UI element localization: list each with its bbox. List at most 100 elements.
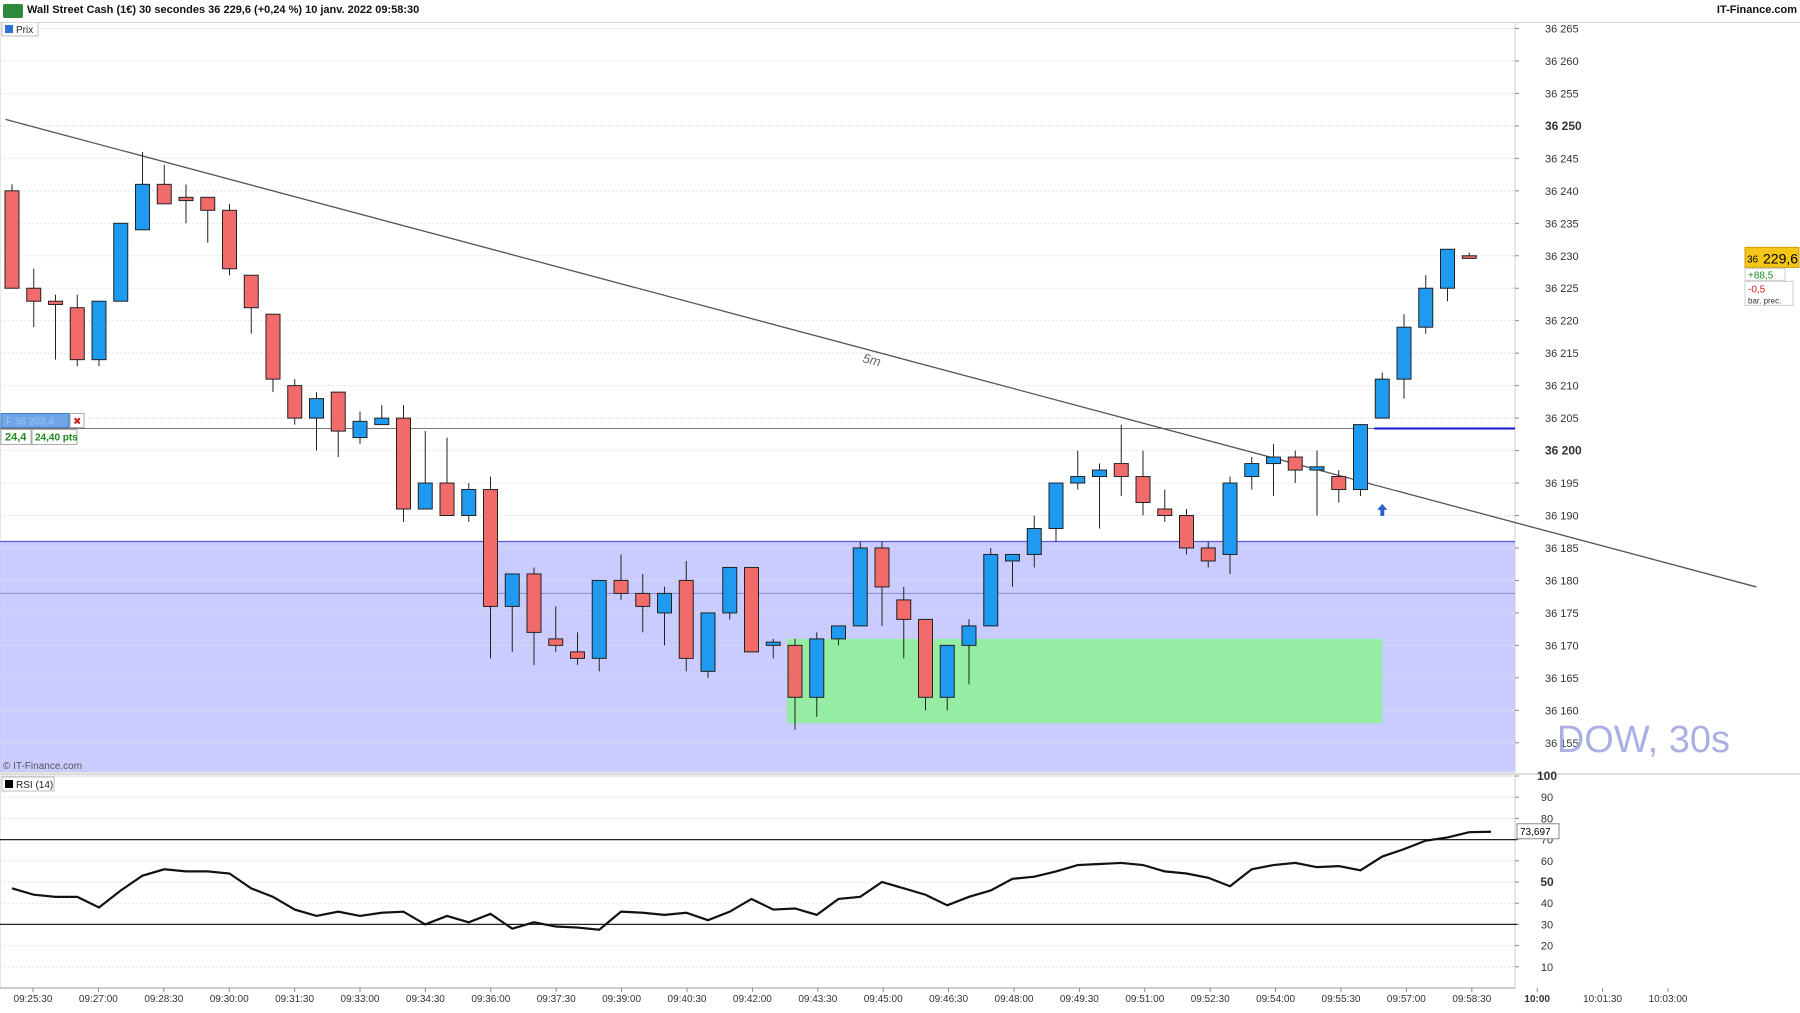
last-price-prefix: 36	[1747, 254, 1759, 265]
price-tick-label: 36 250	[1545, 119, 1582, 133]
candle-body	[1113, 463, 1129, 478]
order-value: 24,4	[5, 431, 27, 443]
price-tick-label: 36 190	[1545, 511, 1579, 523]
candle-body	[635, 592, 651, 607]
price-tick-label: 36 200	[1545, 444, 1582, 458]
candle-body	[352, 420, 368, 439]
up-arrow-icon	[1377, 503, 1388, 516]
candle-body	[657, 592, 672, 614]
trendline	[5, 118, 1757, 588]
price-tick-label: 36 235	[1545, 218, 1579, 230]
candle-body	[287, 385, 303, 419]
candle-body	[330, 391, 346, 432]
title-bar: Wall Street Cash (1€) 30 secondes 36 229…	[0, 0, 1800, 23]
prev-bar-box	[1744, 280, 1794, 306]
time-tick-label: 09:33:00	[341, 994, 380, 1005]
candle-body	[918, 618, 933, 698]
order-close-button[interactable]	[69, 412, 85, 428]
candle-body	[1135, 476, 1151, 504]
time-tick-label: 09:36:00	[471, 994, 510, 1005]
price-panel: 36 155 36 160 36 165 36 170 36 175 36 180 36 1…	[0, 21, 1800, 773]
price-tick-label: 36 170	[1545, 640, 1579, 652]
candle-body	[1244, 463, 1260, 478]
candle-body	[309, 398, 324, 419]
price-tick-label: 36 230	[1545, 251, 1579, 263]
time-tick-label: 09:28:30	[144, 994, 183, 1005]
close-icon: ✖	[73, 416, 81, 427]
green-zone	[787, 638, 1383, 724]
time-tick-label: 09:54:00	[1256, 994, 1295, 1005]
candle-body	[613, 579, 629, 594]
time-tick-label: 09:34:30	[406, 994, 445, 1005]
order-value-box	[0, 428, 32, 445]
order-points: 24,40 pts	[35, 432, 78, 443]
change-box	[1744, 267, 1786, 281]
price-tick-label: 36 215	[1545, 348, 1579, 360]
time-tick-label: 09:43:30	[798, 994, 837, 1005]
price-tick-label: 36 210	[1545, 381, 1579, 393]
rsi-line	[11, 830, 1492, 931]
candle-body	[504, 573, 520, 607]
candle-body	[765, 641, 781, 646]
candle-body	[570, 651, 585, 659]
candle-body	[1418, 287, 1434, 328]
it-finance-logo	[3, 4, 23, 18]
candle-body	[69, 307, 85, 361]
rsi-legend-box	[1, 776, 55, 792]
rsi-tick-label: 100	[1537, 769, 1557, 783]
candle-body	[396, 417, 411, 510]
trendline-label: 5m	[861, 350, 882, 369]
watermark: DOW, 30s	[1557, 719, 1730, 761]
rsi-tick-label: 90	[1541, 792, 1553, 804]
change-prev-note: bar. prec.	[1748, 296, 1781, 305]
candle-body	[1005, 553, 1020, 562]
candle-body	[983, 553, 999, 627]
price-tick-label: 36 240	[1545, 186, 1579, 198]
time-tick-label: 09:39:00	[602, 994, 641, 1005]
candle-body	[222, 209, 237, 270]
price-tick-label: 36 265	[1545, 23, 1579, 35]
rsi-legend-swatch	[5, 780, 13, 788]
time-tick-label: 09:58:30	[1452, 994, 1491, 1005]
candle-body	[1461, 255, 1477, 259]
candle-body	[48, 300, 63, 305]
candle-body	[1092, 469, 1107, 478]
candle-body	[1200, 547, 1216, 562]
candle-body	[483, 489, 498, 607]
candle-body	[852, 547, 868, 627]
time-tick-label: 09:55:30	[1322, 994, 1361, 1005]
price-tick-label: 36 260	[1545, 56, 1579, 68]
candle-body	[526, 573, 542, 633]
candle-body	[1048, 482, 1064, 529]
time-tick-label: 10:01:30	[1583, 994, 1622, 1005]
candle-body	[1396, 326, 1412, 380]
candle-body	[417, 482, 433, 510]
time-tick-label: 09:25:30	[14, 994, 53, 1005]
candle-body	[1179, 515, 1194, 549]
candle-body	[265, 313, 281, 380]
time-tick-label: 09:52:30	[1191, 994, 1230, 1005]
candle-body	[135, 183, 150, 231]
time-tick-label: 09:45:00	[864, 994, 903, 1005]
candle-body	[678, 579, 694, 659]
price-legend-swatch	[5, 25, 13, 33]
candle-body	[461, 489, 477, 517]
copyright: © IT-Finance.com	[3, 761, 82, 772]
candle-body	[178, 196, 194, 202]
price-tick-label: 36 160	[1545, 705, 1579, 717]
candle-body	[809, 638, 825, 698]
last-price-value: 229,6	[1763, 250, 1798, 266]
time-tick-label: 09:46:30	[929, 994, 968, 1005]
candle-body	[243, 274, 259, 309]
price-tick-label: 36 195	[1545, 478, 1579, 490]
candle-body	[896, 599, 912, 620]
time-tick-label: 10:00	[1524, 994, 1550, 1005]
order-ticket-title: F 36 203,4	[6, 416, 54, 427]
price-tick-label: 36 180	[1545, 575, 1579, 587]
candle-body	[113, 222, 129, 302]
rsi-value-tag	[1516, 823, 1560, 840]
candle-body	[91, 300, 107, 361]
candle-body	[700, 612, 716, 672]
